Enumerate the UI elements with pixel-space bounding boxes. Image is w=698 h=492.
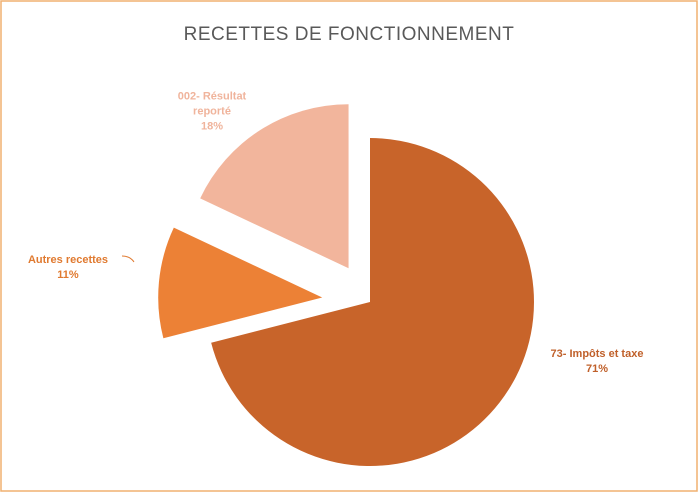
value-label: 11% — [57, 269, 79, 281]
pie-slice — [158, 227, 323, 339]
category-label: Autres recettes — [27, 254, 109, 266]
value-label: 18% — [200, 120, 224, 133]
leader-line — [121, 255, 135, 263]
pie-slice — [200, 104, 349, 269]
pie-slice — [211, 138, 535, 466]
category-label: 002- Résultat reporté — [177, 90, 247, 118]
slice-label: 73- Impôts et taxe 71% — [527, 347, 667, 377]
slice-label: Autres recettes 11% — [8, 253, 128, 283]
category-label: 73- Impôts et taxe — [550, 348, 644, 360]
chart-title: RECETTES DE FONCTIONNEMENT — [183, 24, 515, 45]
slice-label: 002- Résultat reporté 18% — [162, 90, 262, 135]
value-label: 71% — [585, 363, 609, 375]
